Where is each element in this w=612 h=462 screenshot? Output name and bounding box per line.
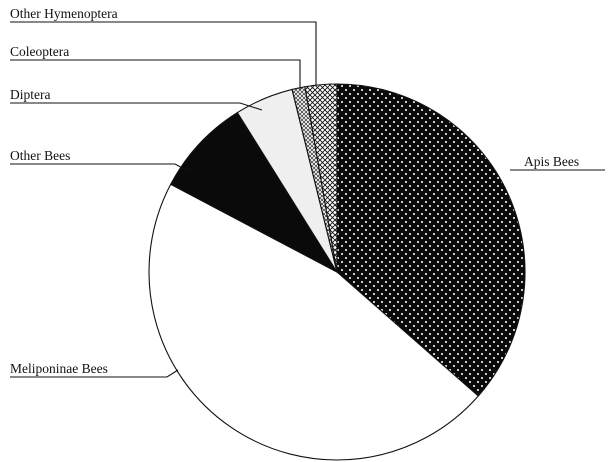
pie-slices [148,83,526,461]
slice-labels: Apis Bees Meliponinae Bees Other Bees Dipte… [10,6,579,376]
slice-label-apis-bees: Apis Bees [524,154,579,169]
leader-line-other-hymenoptera [10,21,317,86]
slice-label-other-bees: Other Bees [10,148,70,163]
slice-label-meliponinae-bees: Meliponinae Bees [10,361,108,376]
slice-meliponinae-bees [148,183,480,461]
slice-other-hymenoptera [304,83,338,273]
leader-line-other-bees [10,163,191,173]
slice-label-diptera: Diptera [10,87,50,102]
leader-line-diptera [10,102,263,111]
slice-other-bees [169,111,339,274]
leader-lines [10,21,605,378]
slice-label-coleoptera: Coleoptera [10,44,69,59]
slice-apis-bees [336,83,526,397]
leader-line-coleoptera [10,59,301,90]
leader-line-meliponinae-bees [10,369,179,378]
slice-label-other-hymenoptera: Other Hymenoptera [10,6,118,21]
